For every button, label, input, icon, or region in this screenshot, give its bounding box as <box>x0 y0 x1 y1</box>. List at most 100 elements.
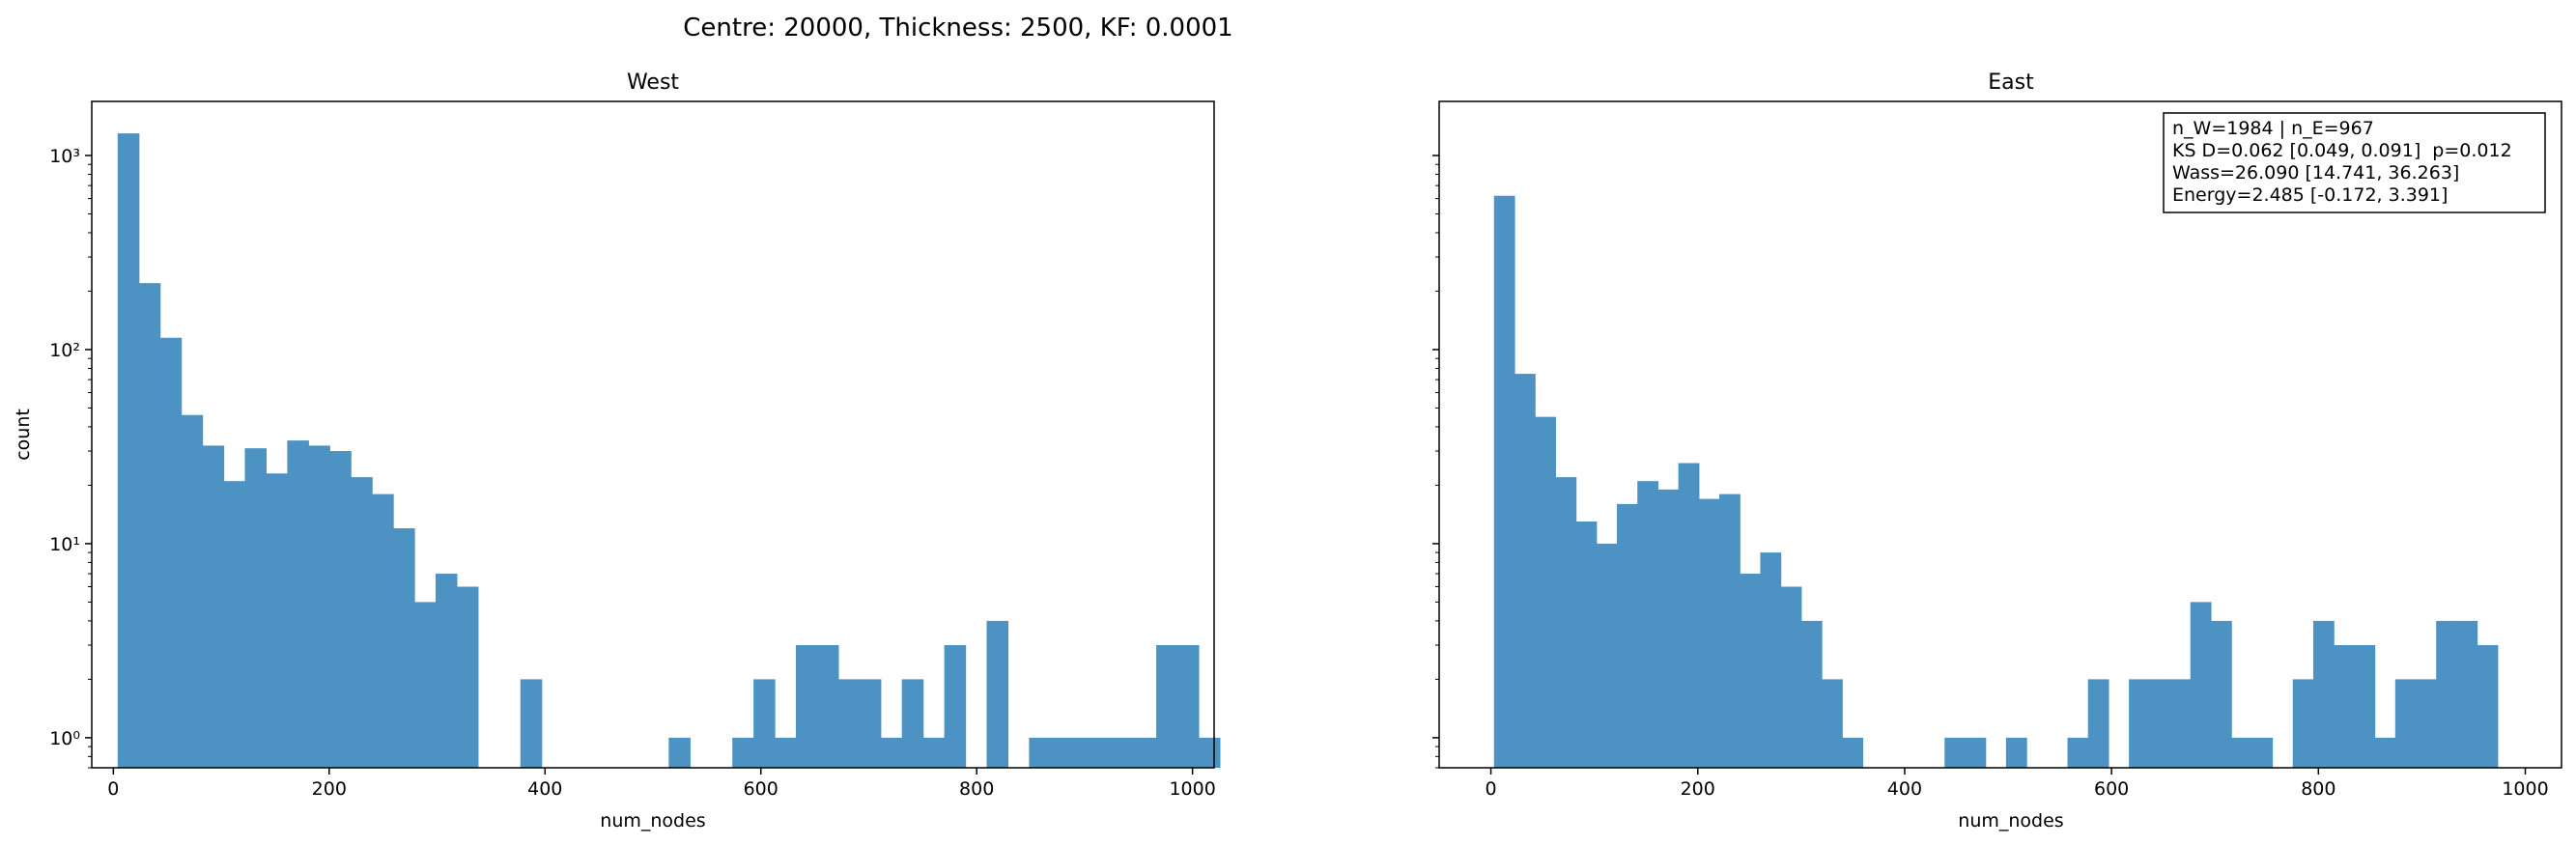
east-x-axis: 0 200 400 600 800 1000 <box>1486 768 2549 800</box>
west-bar <box>1114 737 1136 768</box>
west-bar <box>393 528 415 768</box>
east-bar <box>2374 737 2396 768</box>
east-x-tick-label: 0 <box>1486 778 1497 800</box>
figure-suptitle: Centre: 20000, Thickness: 2500, KF: 0.00… <box>683 14 1232 42</box>
east-bar <box>2436 620 2458 768</box>
east-bar <box>1842 737 1864 768</box>
stats-annotation-box: n_W=1984 | n_E=967 KS D=0.062 [0.049, 0.… <box>2163 112 2546 213</box>
west-bar <box>1092 737 1115 768</box>
east-x-tick-label: 1000 <box>2502 778 2548 800</box>
west-bar <box>520 679 543 768</box>
east-xlabel: num_nodes <box>1958 810 2063 832</box>
east-bar <box>2354 644 2376 768</box>
west-bar <box>1135 737 1157 768</box>
west-bar <box>414 602 437 768</box>
east-bar <box>2087 679 2109 768</box>
west-bar <box>159 337 183 768</box>
west-bar <box>244 448 268 768</box>
east-bar <box>2415 679 2437 768</box>
east-bar <box>2129 679 2150 768</box>
stats-line-wass: Wass=26.090 [14.741, 36.263] <box>2172 162 2459 183</box>
east-bar <box>1678 463 1700 768</box>
east-x-tick-label: 200 <box>1681 778 1715 800</box>
west-bar <box>308 445 330 768</box>
east-bar <box>1965 737 1987 768</box>
east-histogram: East 0 200 400 600 800 1000 num_nodes n_W=198… <box>1432 70 2562 832</box>
east-bar <box>1514 374 1536 768</box>
east-bar <box>1822 679 1843 768</box>
east-axes-frame <box>1438 100 2562 769</box>
west-bar <box>456 586 479 768</box>
west-bar <box>1177 644 1200 768</box>
east-title: East <box>1988 70 2034 95</box>
west-axes-frame <box>91 100 1215 769</box>
east-bar <box>1637 481 1659 768</box>
west-title: West <box>627 70 679 95</box>
west-bar <box>986 620 1009 768</box>
west-x-tick-label: 1000 <box>1169 778 1215 800</box>
west-bar <box>837 679 861 768</box>
west-x-tick-label: 200 <box>312 778 347 800</box>
east-bar <box>1657 489 1680 768</box>
east-bar <box>1616 503 1638 768</box>
east-bar <box>1575 522 1598 768</box>
west-bar <box>287 440 309 768</box>
east-bar <box>1800 620 1823 768</box>
west-y-axis: 10⁰ 10¹ 10² 10³ <box>49 146 92 769</box>
west-bar <box>859 679 882 768</box>
east-bar <box>1535 416 1556 768</box>
west-histogram: West 0 200 400 600 800 1000 10⁰ 10¹ 10² 10³ num_… <box>13 70 1221 832</box>
east-bar <box>1719 494 1741 768</box>
west-bar <box>901 679 924 768</box>
stats-line-counts: n_W=1984 | n_E=967 <box>2172 118 2374 139</box>
east-bar <box>2169 679 2192 768</box>
east-x-tick-label: 400 <box>1887 778 1922 800</box>
west-bar <box>944 644 967 768</box>
west-bar <box>1029 737 1051 768</box>
east-bar <box>2477 644 2499 768</box>
west-bar <box>775 737 797 768</box>
east-bar <box>2394 679 2417 768</box>
west-bar <box>753 679 776 768</box>
east-bars <box>1493 195 2499 769</box>
west-bar <box>1071 737 1093 768</box>
west-x-tick-label: 400 <box>527 778 562 800</box>
west-bar <box>1050 737 1072 768</box>
west-y-tick-label: 10⁰ <box>49 728 80 749</box>
west-bar <box>796 644 818 768</box>
west-x-axis: 0 200 400 600 800 1000 <box>107 768 1216 800</box>
west-bar <box>668 737 691 768</box>
west-bar <box>922 737 946 768</box>
east-bar <box>2149 679 2171 768</box>
east-y-axis <box>1432 155 1439 769</box>
west-bar <box>181 414 204 768</box>
east-bar <box>2292 679 2314 768</box>
west-bar <box>732 737 754 768</box>
west-x-tick-label: 0 <box>107 778 119 800</box>
west-bar <box>816 644 839 768</box>
east-bar <box>2210 620 2232 768</box>
east-bar <box>2067 737 2089 768</box>
east-bar <box>1944 737 1967 768</box>
west-y-tick-label: 10² <box>49 340 80 361</box>
west-bar <box>1156 644 1178 768</box>
stats-annotation-frame <box>2163 112 2546 213</box>
east-bar <box>2251 737 2274 768</box>
west-bar <box>880 737 903 768</box>
west-bars <box>117 133 1221 768</box>
east-bar <box>2334 644 2355 768</box>
east-bar <box>1760 552 1782 768</box>
east-bar <box>2312 620 2335 768</box>
east-bar <box>1493 195 1515 769</box>
east-bar <box>2190 602 2212 768</box>
east-x-tick-label: 800 <box>2301 778 2335 800</box>
west-bar <box>266 473 288 768</box>
west-bar <box>435 574 458 768</box>
east-bar <box>1780 586 1802 768</box>
east-bar <box>1596 543 1618 768</box>
stats-line-energy: Energy=2.485 [-0.172, 3.391] <box>2172 184 2448 206</box>
west-bar <box>329 451 352 768</box>
east-bar <box>2005 737 2027 768</box>
west-bar <box>138 283 161 768</box>
